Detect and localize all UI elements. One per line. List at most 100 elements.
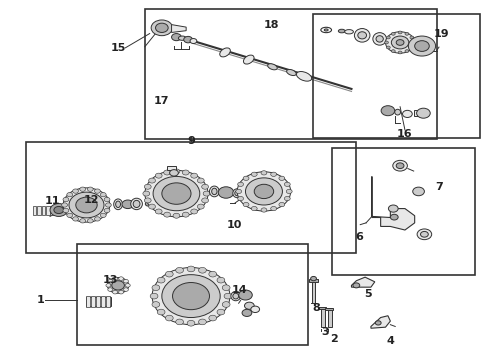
Circle shape — [182, 170, 189, 175]
Circle shape — [190, 209, 197, 214]
Circle shape — [416, 108, 429, 118]
Circle shape — [278, 176, 284, 180]
Circle shape — [152, 285, 160, 291]
Circle shape — [123, 288, 128, 291]
Circle shape — [244, 302, 254, 309]
Ellipse shape — [243, 55, 254, 64]
Circle shape — [397, 51, 401, 54]
Circle shape — [237, 197, 243, 201]
Circle shape — [123, 279, 128, 283]
Ellipse shape — [116, 201, 120, 207]
Circle shape — [352, 283, 359, 288]
Ellipse shape — [133, 201, 140, 207]
Circle shape — [278, 202, 284, 207]
Circle shape — [63, 197, 69, 202]
Circle shape — [409, 46, 413, 49]
Polygon shape — [370, 316, 389, 328]
Text: 2: 2 — [330, 334, 338, 344]
Ellipse shape — [375, 36, 383, 42]
Ellipse shape — [372, 33, 386, 45]
Circle shape — [163, 212, 170, 217]
Text: 6: 6 — [354, 232, 362, 242]
Bar — [413, 110, 427, 116]
Bar — [327, 307, 331, 327]
Circle shape — [155, 23, 168, 32]
Ellipse shape — [234, 191, 239, 196]
Circle shape — [175, 267, 183, 273]
Circle shape — [80, 187, 85, 191]
Circle shape — [87, 187, 93, 191]
Circle shape — [173, 169, 180, 174]
Circle shape — [152, 267, 229, 325]
Circle shape — [390, 36, 408, 49]
Circle shape — [100, 193, 106, 197]
Circle shape — [409, 36, 413, 39]
Ellipse shape — [338, 29, 345, 33]
Bar — [77, 244, 307, 345]
Circle shape — [162, 275, 220, 318]
Ellipse shape — [178, 36, 186, 40]
Text: 13: 13 — [103, 275, 118, 285]
Circle shape — [80, 219, 85, 223]
Bar — [321, 307, 324, 327]
Circle shape — [142, 191, 149, 196]
Bar — [312, 14, 479, 138]
Circle shape — [420, 231, 427, 237]
Circle shape — [76, 197, 97, 213]
Bar — [26, 143, 356, 253]
Circle shape — [390, 50, 394, 53]
Bar — [144, 9, 436, 139]
Text: 14: 14 — [231, 285, 247, 295]
Circle shape — [112, 281, 124, 290]
Circle shape — [104, 197, 110, 202]
Bar — [50, 206, 54, 215]
Bar — [33, 206, 36, 215]
Circle shape — [157, 277, 164, 283]
Bar — [325, 308, 332, 310]
Ellipse shape — [130, 198, 142, 210]
Circle shape — [190, 39, 197, 44]
Circle shape — [87, 219, 93, 223]
Circle shape — [104, 208, 110, 213]
Circle shape — [411, 41, 415, 44]
Circle shape — [67, 193, 73, 197]
Circle shape — [175, 319, 183, 325]
Ellipse shape — [209, 186, 219, 197]
Circle shape — [144, 170, 207, 217]
Circle shape — [374, 321, 380, 325]
Circle shape — [50, 203, 67, 216]
Ellipse shape — [114, 199, 122, 210]
Circle shape — [222, 302, 229, 307]
Circle shape — [125, 284, 130, 287]
Circle shape — [151, 20, 172, 36]
Ellipse shape — [296, 72, 311, 81]
Text: 19: 19 — [433, 28, 448, 39]
Circle shape — [286, 189, 291, 194]
Circle shape — [397, 31, 401, 34]
Circle shape — [172, 283, 209, 310]
Circle shape — [270, 206, 276, 211]
Circle shape — [261, 208, 266, 212]
Circle shape — [217, 277, 224, 283]
Circle shape — [284, 182, 290, 186]
Circle shape — [107, 279, 112, 283]
Circle shape — [187, 266, 195, 272]
Text: 5: 5 — [364, 289, 371, 299]
Circle shape — [395, 40, 403, 45]
Text: 17: 17 — [154, 96, 169, 107]
Circle shape — [106, 284, 111, 287]
Circle shape — [402, 111, 411, 117]
Circle shape — [94, 217, 100, 221]
Circle shape — [187, 320, 195, 326]
Circle shape — [153, 176, 200, 211]
Circle shape — [404, 32, 408, 35]
Bar — [101, 296, 105, 307]
Text: 8: 8 — [312, 303, 320, 313]
Ellipse shape — [394, 109, 400, 115]
Ellipse shape — [344, 30, 353, 34]
Circle shape — [416, 229, 431, 240]
Circle shape — [404, 50, 408, 53]
Circle shape — [197, 178, 204, 183]
Bar — [91, 296, 95, 307]
Circle shape — [384, 41, 387, 44]
